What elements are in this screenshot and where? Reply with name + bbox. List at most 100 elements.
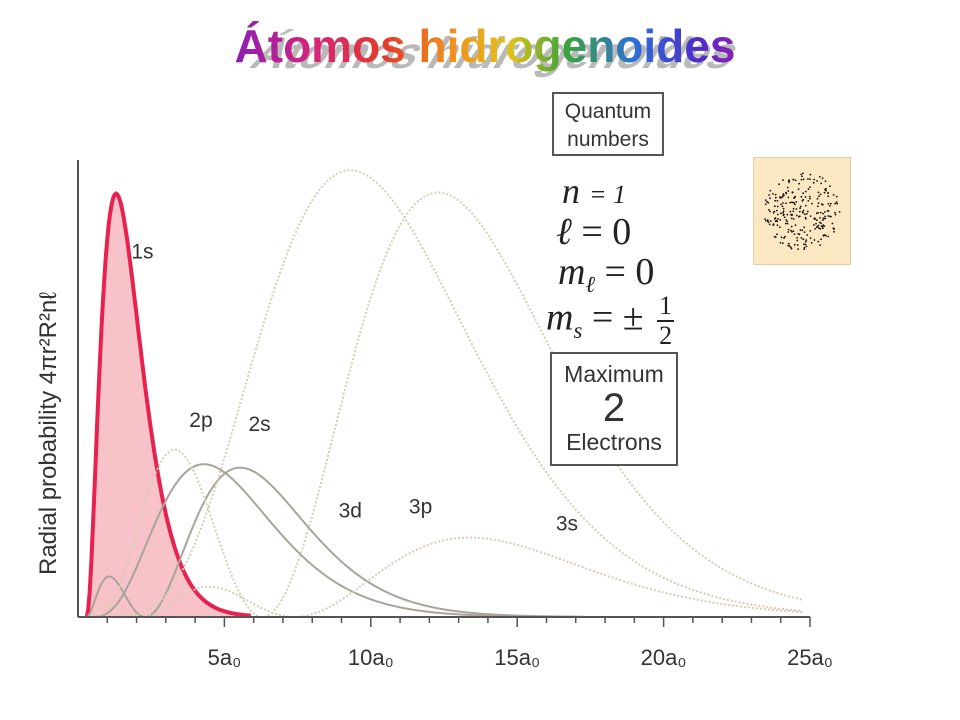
cloud-dot bbox=[776, 220, 779, 223]
cloud-dot bbox=[791, 191, 794, 193]
cloud-dot bbox=[819, 228, 822, 230]
cloud-dot bbox=[768, 194, 770, 196]
cloud-dot bbox=[827, 192, 830, 194]
cloud-dot bbox=[796, 239, 799, 242]
series-1s-fill bbox=[78, 193, 251, 617]
cloud-dot bbox=[782, 179, 784, 181]
cloud-dot bbox=[766, 219, 769, 221]
ml-value: = 0 bbox=[594, 251, 655, 293]
x-tick-label: 25a₀ bbox=[787, 645, 833, 670]
cloud-dot bbox=[833, 230, 835, 233]
cloud-dot bbox=[801, 175, 803, 178]
cloud-dot bbox=[810, 242, 813, 244]
cloud-dot bbox=[793, 197, 795, 199]
cloud-dot bbox=[772, 193, 774, 195]
max-box-line3: Electrons bbox=[566, 429, 662, 455]
cloud-dot bbox=[792, 207, 795, 210]
series-label-1s: 1s bbox=[131, 240, 153, 263]
cloud-dot bbox=[779, 241, 782, 244]
cloud-dot bbox=[786, 220, 789, 223]
ms-symbol: m bbox=[546, 296, 574, 339]
cloud-dot bbox=[787, 186, 789, 189]
cloud-dot bbox=[791, 231, 793, 233]
cloud-dot bbox=[778, 196, 781, 198]
max-box-line1: Maximum bbox=[564, 361, 664, 387]
cloud-dot bbox=[778, 183, 780, 186]
series-3s-line bbox=[86, 536, 803, 618]
cloud-dot bbox=[822, 217, 825, 220]
cloud-dot bbox=[774, 196, 777, 199]
series-1s-line bbox=[84, 191, 252, 618]
cloud-dot bbox=[799, 205, 802, 208]
ms-denominator: 2 bbox=[659, 321, 673, 350]
cloud-dot bbox=[800, 195, 803, 198]
cloud-dot bbox=[812, 224, 815, 226]
cloud-dot bbox=[800, 178, 803, 181]
cloud-dot bbox=[794, 195, 796, 198]
cloud-dot bbox=[817, 202, 820, 204]
l-symbol: ℓ bbox=[556, 211, 572, 253]
cloud-dot bbox=[766, 200, 768, 203]
cloud-dot bbox=[790, 225, 793, 228]
cloud-dot bbox=[811, 202, 813, 205]
ms-value: = ± bbox=[582, 296, 654, 339]
cloud-dot bbox=[820, 182, 822, 185]
title-shadow: Átomos hidrogenoides bbox=[242, 28, 750, 78]
cloud-dot bbox=[787, 180, 790, 182]
labels-layer: 1s 2s 2p 3s 3p 3d bbox=[131, 240, 578, 535]
quantum-number-ml: mℓ = 0 bbox=[558, 250, 655, 297]
cloud-dot bbox=[809, 230, 812, 232]
cloud-dot bbox=[769, 220, 772, 222]
cloud-dot bbox=[829, 202, 832, 205]
cloud-dot bbox=[836, 202, 839, 205]
cloud-dot bbox=[814, 228, 816, 230]
cloud-dot bbox=[803, 248, 806, 250]
cloud-dot bbox=[813, 217, 816, 220]
axes-layer: 5a₀ 10a₀ 15a₀ 20a₀ 25a₀ bbox=[77, 160, 833, 670]
cloud-dot bbox=[831, 222, 834, 225]
cloud-dot bbox=[790, 247, 793, 250]
cloud-dot bbox=[804, 240, 807, 243]
cloud-dot bbox=[806, 210, 809, 213]
cloud-dot bbox=[818, 195, 820, 198]
cloud-dot bbox=[808, 195, 811, 198]
cloud-dot bbox=[769, 210, 771, 213]
cloud-dot bbox=[774, 220, 777, 223]
series-label-3d: 3d bbox=[339, 500, 362, 523]
cloud-dot bbox=[792, 230, 795, 232]
cloud-dot bbox=[829, 205, 831, 207]
cloud-dot bbox=[803, 226, 805, 229]
cloud-dot bbox=[778, 226, 781, 228]
maximum-electrons-box: Maximum 2 Electrons bbox=[550, 352, 678, 466]
cloud-dot bbox=[802, 212, 804, 214]
cloud-dot bbox=[803, 243, 805, 246]
cloud-dot bbox=[821, 203, 823, 206]
ml-subscript: ℓ bbox=[585, 271, 595, 297]
cloud-dot bbox=[800, 237, 803, 239]
series-label-3s: 3s bbox=[556, 513, 578, 536]
cloud-dot bbox=[816, 219, 818, 222]
cloud-dot bbox=[803, 231, 806, 233]
quantum-box-line1: Quantum bbox=[564, 100, 652, 123]
cloud-dot bbox=[834, 213, 837, 216]
cloud-dot bbox=[773, 210, 776, 213]
ms-numerator: 1 bbox=[657, 291, 675, 322]
title-text: Átomos hidrogenoides bbox=[235, 20, 736, 72]
x-tick-label: 15a₀ bbox=[494, 645, 540, 670]
cloud-dot bbox=[827, 215, 830, 217]
cloud-dot bbox=[788, 245, 791, 247]
electron-cloud-icon bbox=[764, 172, 841, 250]
quantum-numbers-box: Quantum numbers bbox=[552, 92, 664, 156]
cloud-dot bbox=[793, 243, 796, 246]
cloud-dot bbox=[791, 201, 793, 204]
cloud-dot bbox=[787, 231, 790, 233]
n-value: = 1 bbox=[589, 180, 627, 209]
cloud-dot bbox=[781, 242, 784, 245]
cloud-dot bbox=[783, 194, 785, 197]
cloud-dot bbox=[807, 178, 809, 180]
cloud-dot bbox=[776, 205, 779, 208]
cloud-dot bbox=[832, 194, 835, 196]
x-tick-label: 20a₀ bbox=[641, 645, 687, 670]
cloud-dot bbox=[783, 216, 786, 219]
